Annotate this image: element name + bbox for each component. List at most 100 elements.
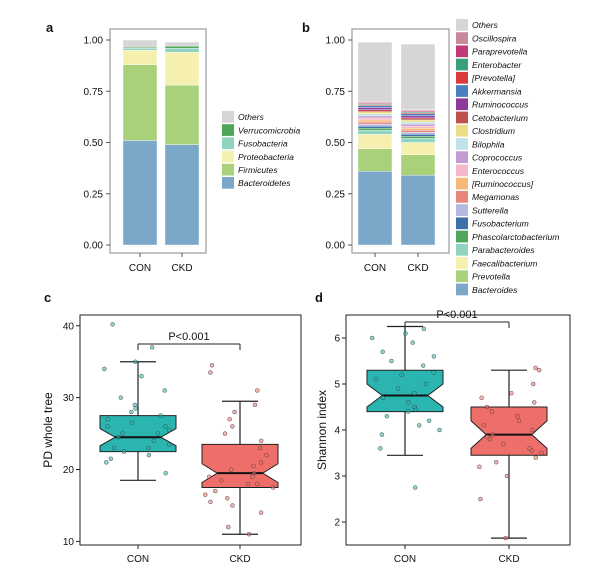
bar-segment-enterococcus bbox=[400, 125, 436, 129]
y-tick-label: 4 bbox=[334, 426, 340, 437]
data-point bbox=[530, 427, 535, 433]
legend-label: Bacteroides bbox=[472, 285, 518, 295]
panel-letter-d: d bbox=[315, 290, 323, 305]
legend-swatch bbox=[222, 177, 234, 189]
legend-label: Ruminococcus bbox=[472, 100, 529, 110]
panel-d-boxplot: 2 3 4 5 6 Shannon index CON CKD P<0.001 bbox=[315, 309, 571, 565]
y-tick-label: 0.75 bbox=[84, 87, 104, 98]
data-point bbox=[481, 423, 486, 428]
bar-segment-bacteroidetes bbox=[122, 140, 158, 246]
legend-label: Faecalibacterium bbox=[472, 258, 537, 268]
data-point bbox=[105, 424, 110, 429]
legend-label: [Prevotella] bbox=[471, 73, 516, 83]
bar-segment-clostridium bbox=[357, 111, 393, 114]
panel-letter-a: a bbox=[46, 20, 54, 35]
legend-swatch bbox=[456, 204, 468, 216]
y-tick-label: 10 bbox=[63, 537, 75, 548]
data-point bbox=[403, 331, 408, 336]
legend-label: Parabacteroides bbox=[472, 245, 535, 255]
legend-swatch bbox=[222, 124, 234, 136]
legend-swatch bbox=[456, 45, 468, 58]
data-point bbox=[501, 441, 506, 446]
bar-segment-faecalibacterium bbox=[357, 134, 393, 149]
bar-segment-bacteroides bbox=[357, 170, 393, 246]
data-point bbox=[146, 445, 151, 451]
x-tick-label: CKD bbox=[407, 263, 428, 274]
plot-frame bbox=[79, 314, 302, 546]
x-tick-label: CON bbox=[127, 554, 149, 565]
data-point bbox=[412, 404, 417, 410]
data-point bbox=[533, 455, 538, 460]
data-point bbox=[151, 438, 157, 443]
legend-label: Prevotella bbox=[472, 272, 510, 282]
bar-segment-bacteroides bbox=[400, 175, 436, 246]
legend-swatch bbox=[456, 98, 468, 111]
notched-box bbox=[201, 443, 279, 488]
bar-segment-firmicutes bbox=[164, 84, 200, 145]
legend-label: Phascolarctobacterium bbox=[472, 232, 559, 242]
data-point bbox=[431, 370, 436, 375]
legend-label: Enterobacter bbox=[472, 60, 522, 70]
legend-swatch bbox=[456, 19, 468, 31]
data-point bbox=[213, 488, 218, 494]
legend-swatch bbox=[456, 217, 468, 230]
bar-segment-others bbox=[122, 39, 158, 48]
data-point bbox=[226, 524, 231, 530]
data-point bbox=[110, 322, 115, 327]
data-point bbox=[406, 409, 411, 414]
bar-segment-proteobacteria bbox=[164, 52, 200, 86]
data-point bbox=[155, 431, 161, 436]
legend-swatch bbox=[222, 111, 234, 123]
data-point bbox=[437, 427, 442, 433]
data-point bbox=[108, 456, 114, 461]
data-point bbox=[406, 400, 411, 405]
legend-label: Megamonas bbox=[472, 192, 520, 202]
legend-swatch bbox=[222, 137, 234, 150]
data-point bbox=[132, 402, 137, 408]
y-axis-title: PD whole tree bbox=[41, 392, 55, 468]
p-value-label: P<0.001 bbox=[168, 331, 209, 343]
data-point bbox=[104, 460, 109, 465]
bar-segment-coprococcus bbox=[400, 123, 436, 127]
data-point bbox=[219, 478, 224, 483]
data-point bbox=[251, 463, 256, 469]
data-point bbox=[129, 420, 135, 426]
data-point bbox=[421, 326, 427, 331]
data-point bbox=[227, 417, 232, 422]
data-point bbox=[118, 395, 124, 400]
data-point bbox=[255, 481, 260, 487]
data-point bbox=[230, 424, 235, 429]
data-point bbox=[389, 358, 394, 364]
data-point bbox=[207, 474, 212, 479]
data-point bbox=[484, 404, 490, 410]
bar-segment-sutterella bbox=[400, 132, 436, 135]
data-point bbox=[479, 395, 484, 400]
bar-segment-parabacteroides bbox=[400, 138, 436, 143]
legend-label: Clostridium bbox=[472, 126, 515, 136]
x-tick-label: CON bbox=[394, 554, 416, 565]
data-point bbox=[264, 452, 269, 458]
data-point bbox=[245, 481, 251, 487]
y-tick-label: 0.50 bbox=[84, 138, 104, 149]
y-tick-label: 0.25 bbox=[326, 189, 346, 200]
legend-swatch bbox=[456, 151, 468, 164]
bar-segment-others bbox=[400, 43, 436, 110]
data-point bbox=[509, 391, 514, 396]
legend-label: Others bbox=[472, 20, 498, 30]
legend-swatch bbox=[456, 124, 468, 137]
data-point bbox=[412, 485, 418, 490]
data-point bbox=[232, 409, 237, 415]
data-point bbox=[208, 499, 213, 505]
bar-segment-fusobacteria bbox=[122, 48, 158, 51]
y-tick-label: 0.00 bbox=[326, 241, 346, 252]
data-point bbox=[133, 406, 138, 411]
legend-label: Coprococcus bbox=[472, 153, 523, 163]
data-point bbox=[222, 431, 228, 436]
legend-swatch bbox=[456, 111, 468, 124]
bar-segment-coprococcus bbox=[357, 115, 393, 119]
bar-segment-parabacteroides bbox=[357, 129, 393, 135]
bar-segment-others bbox=[357, 41, 393, 102]
bar-segment-ruminococcus bbox=[357, 119, 393, 123]
data-point bbox=[149, 345, 155, 350]
x-tick-label: CKD bbox=[498, 554, 519, 565]
